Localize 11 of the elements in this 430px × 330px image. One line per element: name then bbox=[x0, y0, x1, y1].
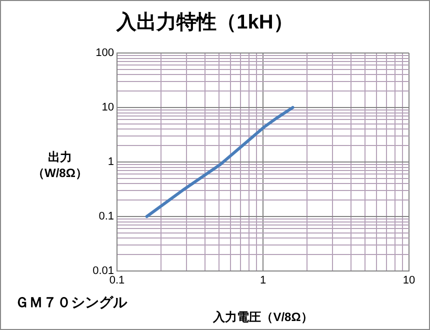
x-tick-label: 10 bbox=[402, 274, 416, 287]
y-tick-label: 0.1 bbox=[98, 210, 114, 223]
y-axis-title: 出力（W/8Ω） bbox=[32, 149, 88, 181]
x-axis-title: 入力電圧（V/8Ω） bbox=[212, 310, 313, 324]
y-tick-label: 10 bbox=[102, 102, 114, 114]
y-tick-label: 100 bbox=[96, 47, 114, 60]
x-tick-label: 1 bbox=[260, 274, 266, 287]
y-tick-label: 1 bbox=[108, 156, 114, 168]
text: ＧＭ７０シングル bbox=[15, 294, 127, 312]
chart-title: 入出力特性（1kH） bbox=[116, 10, 294, 34]
y-tick-label: 0.01 bbox=[92, 265, 114, 278]
